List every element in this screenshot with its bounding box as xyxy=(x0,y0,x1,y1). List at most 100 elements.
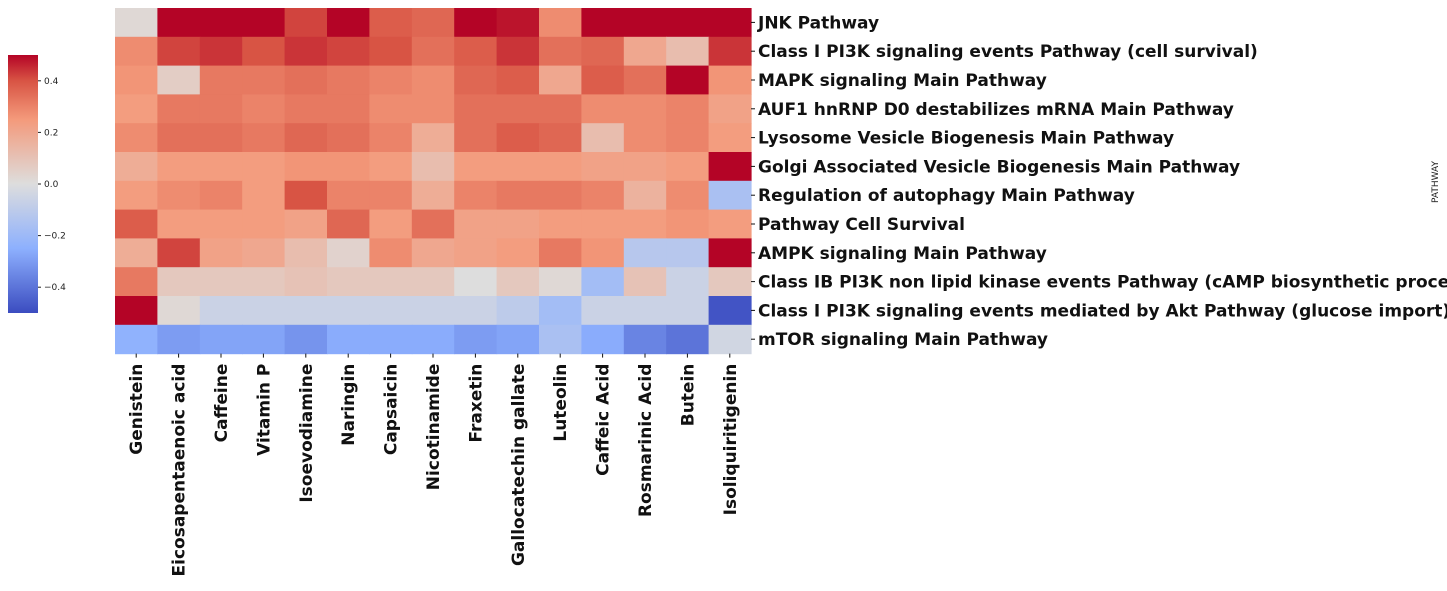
heatmap-cell xyxy=(284,8,328,38)
colorbar-tick-label: 0.4 xyxy=(44,77,59,87)
column-label: Fraxetin xyxy=(466,364,486,443)
heatmap-cell xyxy=(623,238,667,268)
heatmap-cell xyxy=(623,209,667,239)
heatmap-cell xyxy=(369,209,413,239)
heatmap-cell xyxy=(666,324,710,355)
heatmap-cell xyxy=(157,65,201,95)
heatmap-cell xyxy=(369,267,413,297)
heatmap-cell xyxy=(708,123,752,153)
heatmap-cell xyxy=(581,94,625,124)
row-label: Regulation of autophagy Main Pathway xyxy=(758,186,1135,206)
heatmap-cell xyxy=(199,238,243,268)
heatmap-cell xyxy=(242,209,286,239)
heatmap-cell xyxy=(666,296,710,326)
column-label: Nicotinamide xyxy=(424,364,444,491)
heatmap-cell xyxy=(708,180,752,211)
column-label: Luteolin xyxy=(551,364,571,442)
heatmap-cell xyxy=(411,267,455,297)
heatmap-cell xyxy=(708,209,752,239)
heatmap-cell xyxy=(369,94,413,124)
column-label: Naringin xyxy=(339,364,359,446)
heatmap-cell xyxy=(454,324,498,355)
heatmap-cell xyxy=(369,65,413,95)
heatmap-cell xyxy=(327,65,370,95)
colorbar-tick-label: 0.2 xyxy=(44,128,58,138)
heatmap-cell xyxy=(115,36,158,67)
heatmap-cell xyxy=(454,267,498,297)
heatmap-cell xyxy=(199,296,243,326)
heatmap-cell xyxy=(411,209,455,239)
row-label: Class I PI3K signaling events Pathway (c… xyxy=(758,42,1258,62)
heatmap-cell xyxy=(496,36,540,67)
heatmap-cell xyxy=(157,296,201,326)
heatmap-cell xyxy=(411,180,455,211)
heatmap-cell xyxy=(242,123,286,153)
heatmap-cell xyxy=(242,65,286,95)
row-label: JNK Pathway xyxy=(757,13,879,33)
heatmap-cell xyxy=(539,36,582,67)
heatmap-cell xyxy=(454,94,498,124)
heatmap-cell xyxy=(539,152,582,182)
heatmap-cell xyxy=(369,180,413,211)
heatmap-cell xyxy=(284,123,328,153)
heatmap-cell xyxy=(666,123,710,153)
heatmap-cell xyxy=(708,8,752,38)
heatmap-cell xyxy=(115,324,158,355)
heatmap-cell xyxy=(157,8,201,38)
heatmap-cell xyxy=(539,180,582,211)
colorbar-tick-label: −0.2 xyxy=(44,232,66,242)
column-labels: Genistein Eicosapentaenoic acid Caffeine Vi… xyxy=(127,353,741,576)
heatmap-cell xyxy=(411,296,455,326)
heatmap-cell xyxy=(623,152,667,182)
heatmap-cell xyxy=(284,296,328,326)
heatmap-cell xyxy=(242,94,286,124)
heatmap-cell xyxy=(369,8,413,38)
heatmap-cell xyxy=(411,123,455,153)
heatmap-cell xyxy=(157,267,201,297)
heatmap-cell xyxy=(581,36,625,67)
heatmap-cell xyxy=(623,65,667,95)
heatmap-cell xyxy=(496,8,540,38)
heatmap-cell xyxy=(327,209,370,239)
heatmap-cell xyxy=(708,296,752,326)
row-label: Class IB PI3K non lipid kinase events Pa… xyxy=(758,273,1447,293)
row-label: AMPK signaling Main Pathway xyxy=(758,244,1047,264)
heatmap-cell xyxy=(242,152,286,182)
heatmap-cell xyxy=(581,152,625,182)
heatmap-cell xyxy=(327,296,370,326)
column-label: Gallocatechin gallate xyxy=(509,364,529,566)
heatmap-cell xyxy=(199,8,243,38)
heatmap-cell xyxy=(327,238,370,268)
heatmap-cell xyxy=(581,324,625,355)
row-label: AUF1 hnRNP D0 destabilizes mRNA Main Pat… xyxy=(758,100,1234,120)
heatmap-cell xyxy=(242,267,286,297)
heatmap-cell xyxy=(327,8,370,38)
heatmap-cell xyxy=(539,296,582,326)
heatmap-cell xyxy=(666,8,710,38)
heatmap-cell xyxy=(496,94,540,124)
heatmap-cell xyxy=(157,238,201,268)
heatmap-cell xyxy=(496,324,540,355)
heatmap-cell xyxy=(369,152,413,182)
heatmap-cell xyxy=(157,123,201,153)
heatmap-cell xyxy=(115,123,158,153)
row-label: MAPK signaling Main Pathway xyxy=(758,71,1047,91)
heatmap-cell xyxy=(496,209,540,239)
heatmap-cell xyxy=(454,123,498,153)
heatmap-cell xyxy=(623,8,667,38)
heatmap-cell xyxy=(327,267,370,297)
heatmap-cell xyxy=(708,36,752,67)
heatmap-cell xyxy=(115,65,158,95)
heatmap-cell xyxy=(327,324,370,355)
heatmap-cell xyxy=(411,324,455,355)
side-axis-label: PATHWAY xyxy=(1431,161,1441,203)
heatmap-cell xyxy=(157,324,201,355)
heatmap-cell xyxy=(581,123,625,153)
column-label: Isoevodiamine xyxy=(297,364,317,503)
heatmap-cell xyxy=(581,296,625,326)
heatmap-cell xyxy=(115,267,158,297)
heatmap-cell xyxy=(666,209,710,239)
heatmap-cell xyxy=(496,65,540,95)
heatmap-cell xyxy=(242,238,286,268)
